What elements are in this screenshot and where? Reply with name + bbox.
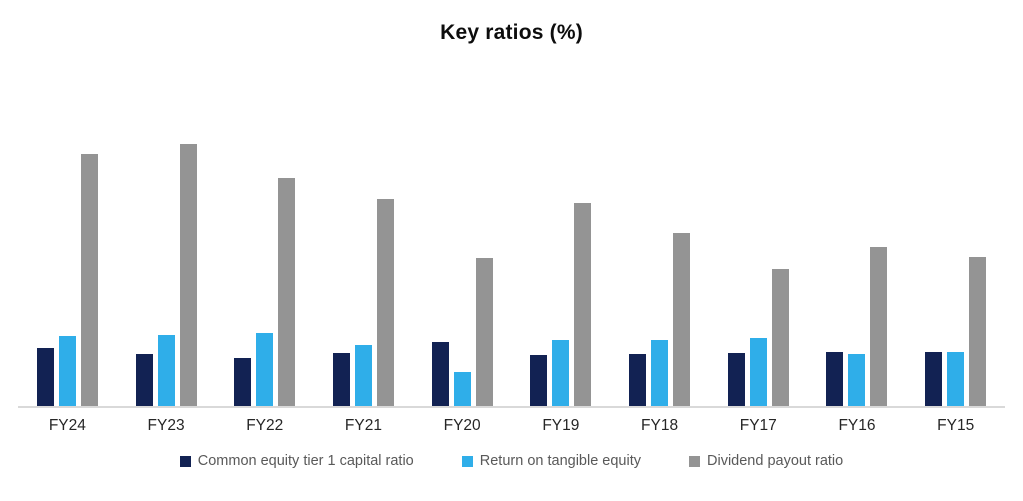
bar-group-fy21 [314, 106, 413, 406]
legend-label-cet1: Common equity tier 1 capital ratio [197, 453, 414, 469]
x-axis-label-fy15: FY15 [937, 417, 975, 434]
bar-rote-fy16 [848, 354, 866, 406]
x-axis-label-fy18: FY18 [641, 417, 679, 434]
bar-cet1-fy17 [727, 353, 745, 406]
bar-rote-fy22 [256, 333, 274, 406]
x-axis-label-fy22: FY22 [246, 417, 284, 434]
legend-item-payout: Dividend payout ratio [689, 453, 843, 469]
bar-group-fy15 [906, 106, 1005, 406]
bar-group-fy19 [512, 106, 611, 406]
legend-swatch-rote-icon [461, 455, 473, 467]
bar-payout-fy22 [278, 178, 296, 406]
bar-payout-fy24 [80, 154, 98, 406]
legend-swatch-payout-icon [689, 455, 700, 467]
bar-payout-fy15 [969, 257, 987, 406]
bar-payout-fy17 [771, 269, 789, 406]
bar-payout-fy20 [475, 258, 493, 406]
bar-rote-fy20 [453, 372, 471, 406]
bar-group-fy16 [808, 106, 907, 406]
bar-payout-fy23 [179, 144, 197, 406]
bar-cet1-fy21 [332, 353, 350, 406]
bar-cet1-fy15 [925, 352, 943, 406]
bar-cet1-fy23 [135, 354, 153, 406]
bar-rote-fy17 [749, 338, 767, 406]
bar-payout-fy16 [870, 247, 888, 406]
bar-group-fy22 [215, 106, 314, 406]
bar-group-fy20 [413, 106, 512, 406]
x-axis-labels: FY24 FY23 FY22 FY21 FY20 FY19 FY18 FY17 FY16 FY15 [18, 408, 1005, 435]
bar-cet1-fy16 [826, 352, 844, 406]
bar-rote-fy24 [58, 336, 76, 406]
bar-payout-fy21 [376, 199, 394, 406]
bar-group-fy17 [709, 106, 808, 406]
bar-rote-fy19 [552, 340, 570, 406]
legend: Common equity tier 1 capital ratio Retur… [0, 453, 1023, 469]
bar-rote-fy21 [354, 345, 372, 406]
legend-item-rote: Return on tangible equity [461, 453, 641, 469]
x-axis-label-fy17: FY17 [739, 417, 777, 434]
bar-rote-fy23 [157, 335, 175, 406]
bar-payout-fy18 [673, 233, 691, 406]
bar-cet1-fy20 [431, 342, 449, 406]
bar-rote-fy18 [651, 340, 669, 406]
bar-cet1-fy24 [36, 348, 54, 406]
bar-group-fy23 [117, 106, 216, 406]
x-axis-label-fy19: FY19 [542, 417, 580, 434]
legend-item-cet1: Common equity tier 1 capital ratio [179, 453, 414, 469]
legend-label-payout: Dividend payout ratio [707, 453, 844, 469]
bar-group-fy18 [610, 106, 709, 406]
bar-payout-fy19 [574, 203, 592, 406]
x-axis-label-fy24: FY24 [48, 417, 86, 434]
x-axis-label-fy20: FY20 [443, 417, 481, 434]
plot-area [18, 106, 1005, 408]
bar-group-fy24 [18, 106, 117, 406]
bar-cet1-fy19 [530, 355, 548, 406]
bar-rote-fy15 [947, 352, 965, 406]
bar-cet1-fy22 [234, 358, 252, 406]
chart-title: Key ratios (%) [440, 21, 583, 44]
bar-cet1-fy18 [629, 354, 647, 406]
x-axis-label-fy23: FY23 [147, 417, 185, 434]
x-axis-label-fy16: FY16 [838, 417, 876, 434]
legend-label-rote: Return on tangible equity [479, 453, 641, 469]
legend-swatch-cet1-icon [179, 455, 191, 467]
x-axis-label-fy21: FY21 [344, 417, 382, 434]
